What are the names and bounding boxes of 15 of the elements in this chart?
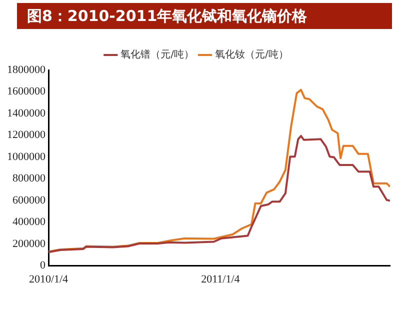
x-tick-label: 2011/1/4	[201, 273, 240, 286]
y-tick-label: 0	[40, 260, 46, 272]
y-tick-label: 1600000	[7, 86, 46, 98]
y-tick-label: 600000	[12, 194, 46, 206]
legend-label: 氧化钕（元/吨）	[215, 48, 288, 61]
y-tick-label: 200000	[12, 238, 46, 250]
y-tick-label: 800000	[12, 172, 46, 185]
y-tick-label: 400000	[12, 216, 46, 228]
x-tick-label: 2010/1/4	[28, 273, 69, 286]
y-tick-label: 1400000	[7, 107, 46, 120]
y-tick-label: 1000000	[7, 150, 46, 163]
legend-label: 氧化镨（元/吨）	[120, 48, 194, 61]
chart-title: 图8：2010-2011年氧化铽和氧化镝价格	[17, 3, 392, 29]
y-tick-label: 1200000	[7, 129, 46, 142]
y-tick-label: 1800000	[7, 64, 46, 76]
